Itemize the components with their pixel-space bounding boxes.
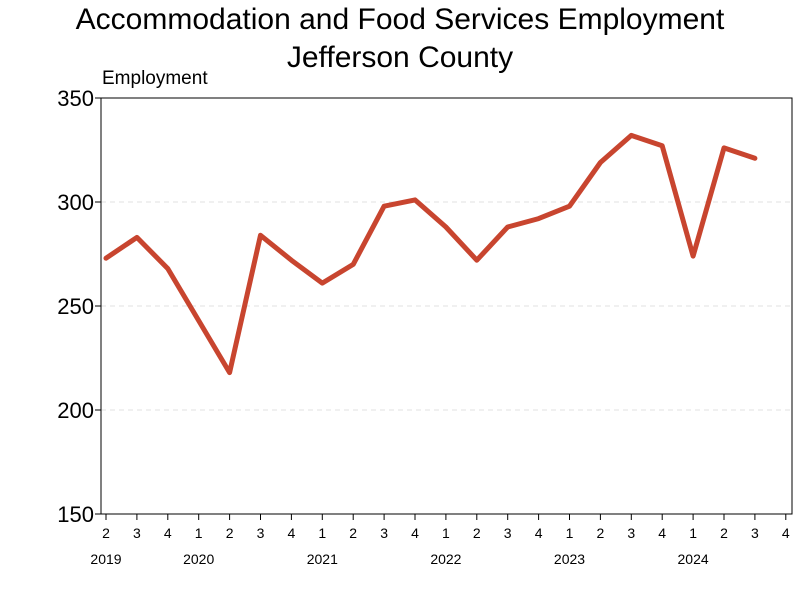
x-tick-label: 4: [535, 525, 543, 541]
x-year-label: 2023: [554, 551, 585, 567]
data-point: [691, 254, 696, 259]
x-tick-label: 4: [411, 525, 419, 541]
data-point: [351, 262, 356, 267]
y-tick-label: 250: [57, 294, 94, 319]
y-tick-label: 150: [57, 502, 94, 527]
data-point: [660, 143, 665, 148]
x-year-label: 2022: [430, 551, 461, 567]
x-tick-label: 3: [751, 525, 759, 541]
data-point: [443, 224, 448, 229]
chart-subtitle: Jefferson County: [286, 41, 514, 74]
x-tick-label: 4: [658, 525, 666, 541]
data-point: [320, 281, 325, 286]
chart-title-block: Accommodation and Food Services Employme…: [0, 0, 800, 76]
x-tick-label: 4: [164, 525, 172, 541]
x-tick-label: 2: [102, 525, 110, 541]
x-tick-label: 4: [288, 525, 296, 541]
x-tick-label: 3: [133, 525, 141, 541]
data-point: [289, 258, 294, 263]
data-point: [752, 156, 757, 161]
x-tick-label: 3: [627, 525, 635, 541]
y-tick-label: 300: [57, 190, 94, 215]
data-point: [536, 216, 541, 221]
x-year-label: 2024: [678, 551, 709, 567]
data-point: [629, 133, 634, 138]
x-year-label: 2021: [307, 551, 338, 567]
data-point: [505, 224, 510, 229]
data-point: [258, 233, 263, 238]
x-tick-label: 2: [473, 525, 481, 541]
x-tick-label: 2: [597, 525, 605, 541]
y-axis-label: Employment: [102, 68, 208, 89]
x-tick-label: 1: [689, 525, 697, 541]
x-tick-label: 1: [318, 525, 326, 541]
data-point: [165, 266, 170, 271]
data-point: [134, 235, 139, 240]
data-point: [722, 145, 726, 150]
x-tick-label: 2: [226, 525, 234, 541]
x-tick-label: 3: [504, 525, 512, 541]
data-point: [227, 370, 232, 375]
x-tick-label: 2: [720, 525, 728, 541]
data-point: [598, 160, 603, 165]
data-point: [413, 197, 417, 202]
x-tick-label: 1: [442, 525, 450, 541]
data-point: [196, 318, 201, 323]
data-point: [104, 256, 108, 261]
y-tick-label: 200: [57, 398, 94, 423]
x-year-label: 2019: [90, 551, 121, 567]
y-tick-label: 350: [57, 86, 94, 111]
data-point: [382, 204, 387, 209]
x-tick-label: 3: [380, 525, 388, 541]
series-line: [103, 132, 758, 376]
x-tick-label: 4: [782, 525, 790, 541]
x-tick-label: 1: [195, 525, 203, 541]
x-tick-label: 1: [566, 525, 574, 541]
x-year-label: 2020: [183, 551, 214, 567]
x-tick-label: 3: [257, 525, 265, 541]
x-tick-label: 2: [349, 525, 357, 541]
data-point: [474, 258, 479, 263]
data-point: [567, 204, 572, 209]
chart-title: Accommodation and Food Services Employme…: [75, 3, 725, 36]
